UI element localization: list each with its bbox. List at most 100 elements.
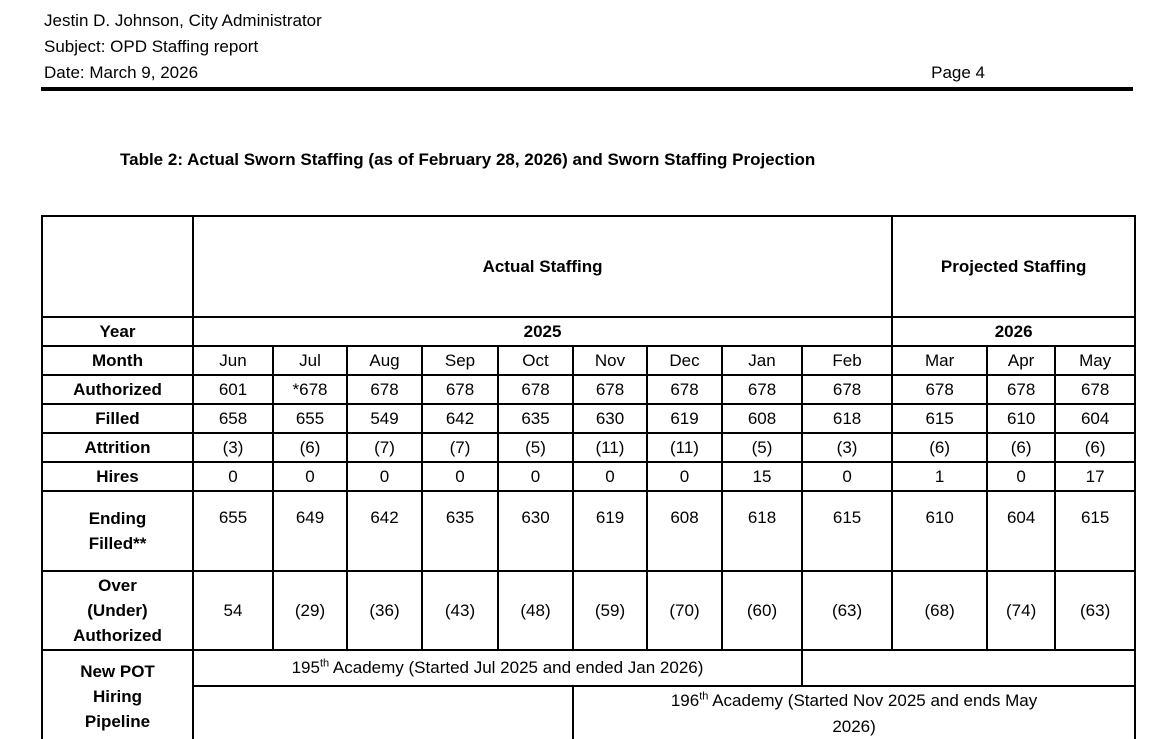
- table-cell: 678: [346, 374, 423, 405]
- table-cell: 630: [572, 403, 648, 434]
- authorized-row: Authorized 601 *678 678 678 678 678 678 …: [41, 374, 1137, 405]
- row-label: New POT Hiring Pipeline: [41, 649, 194, 739]
- row-label: Year: [41, 316, 194, 347]
- hires-row: Hires 0 0 0 0 0 0 0 15 0 1 0 17: [41, 461, 1137, 492]
- row-label: Ending Filled**: [41, 490, 194, 572]
- table-cell: 615: [1054, 490, 1137, 572]
- table-cell: (36): [346, 570, 423, 651]
- table-cell: 54: [192, 570, 274, 651]
- month-cell: Jul: [272, 345, 348, 376]
- table-cell: 635: [497, 403, 574, 434]
- academy-195-text: Academy (Started Jul 2025 and ended Jan …: [329, 658, 704, 677]
- table-cell: *678: [272, 374, 348, 405]
- table-cell: 0: [272, 461, 348, 492]
- month-cell: Nov: [572, 345, 648, 376]
- table-cell: 678: [800, 374, 894, 405]
- table-cell: (48): [497, 570, 574, 651]
- table-cell: (74): [986, 570, 1057, 651]
- table-cell: (6): [891, 432, 989, 463]
- table-cell: 635: [421, 490, 499, 572]
- table-cell: (5): [497, 432, 574, 463]
- table-cell: 678: [721, 374, 803, 405]
- table-cell: (29): [272, 570, 348, 651]
- month-cell: Jan: [721, 345, 803, 376]
- table-cell: (11): [646, 432, 723, 463]
- table-cell: (11): [572, 432, 648, 463]
- row-label: Authorized: [41, 374, 194, 405]
- table-cell: 615: [800, 490, 894, 572]
- academy-196-text: Academy (Started Nov 2025 and ends May 2…: [712, 691, 1038, 736]
- table-cell: 15: [721, 461, 803, 492]
- pipeline-row-academy-195: New POT Hiring Pipeline 195th Academy (S…: [41, 649, 1137, 739]
- page-number: Page 4: [931, 63, 985, 82]
- table-cell: (68): [891, 570, 989, 651]
- table-cell: 0: [646, 461, 723, 492]
- table-cell: (7): [346, 432, 423, 463]
- table-cell: (43): [421, 570, 499, 651]
- table-cell: 642: [421, 403, 499, 434]
- table-cell: 658: [192, 403, 274, 434]
- month-cell: Dec: [646, 345, 723, 376]
- month-cell: Apr: [986, 345, 1057, 376]
- table-cell: 549: [346, 403, 423, 434]
- year-row: Year 2025 2026: [41, 316, 1137, 347]
- row-label: Month: [41, 345, 194, 376]
- document-header: Jestin D. Johnson, City Administrator Su…: [44, 8, 985, 86]
- table-cell: 0: [421, 461, 499, 492]
- header-date-row: Date: March 9, 2026 Page 4: [44, 60, 985, 86]
- row-label: Filled: [41, 403, 194, 434]
- table-cell: 604: [986, 490, 1057, 572]
- table-cell: 604: [1054, 403, 1137, 434]
- table-cell: 678: [497, 374, 574, 405]
- table-cell: 678: [891, 374, 989, 405]
- table-cell: (5): [721, 432, 803, 463]
- month-cell: Jun: [192, 345, 274, 376]
- academy-195-ordinal: th: [319, 657, 330, 670]
- month-cell: Sep: [421, 345, 499, 376]
- table-cell: 630: [497, 490, 574, 572]
- table-title: Table 2: Actual Sworn Staffing (as of Fe…: [120, 150, 816, 169]
- month-cell: Mar: [891, 345, 989, 376]
- corner-cell: [41, 215, 194, 318]
- group-header-row: Actual Staffing Projected Staffing: [41, 215, 1137, 318]
- ending-filled-row: Ending Filled** 655 649 642 635 630 619 …: [41, 490, 1137, 572]
- academy-195-number: 195: [291, 658, 320, 677]
- table-cell: 678: [1054, 374, 1137, 405]
- table-cell: 615: [891, 403, 989, 434]
- table-cell: 1: [891, 461, 989, 492]
- projected-staffing-header: Projected Staffing: [891, 215, 1137, 318]
- filled-row: Filled 658 655 549 642 635 630 619 608 6…: [41, 403, 1137, 434]
- header-rule: [41, 87, 1133, 91]
- table-cell: (70): [646, 570, 723, 651]
- over-under-authorized-row: Over (Under) Authorized 54 (29) (36) (43…: [41, 570, 1137, 651]
- table-cell: 601: [192, 374, 274, 405]
- table-cell: 608: [721, 403, 803, 434]
- table-cell: (63): [1054, 570, 1137, 651]
- pipeline-empty-cell: [800, 649, 1137, 687]
- table-cell: 618: [721, 490, 803, 572]
- table-cell: 610: [986, 403, 1057, 434]
- table-cell: (6): [986, 432, 1057, 463]
- table-cell: 678: [646, 374, 723, 405]
- table-cell: 619: [572, 490, 648, 572]
- year-projected-cell: 2026: [891, 316, 1137, 347]
- month-cell: Aug: [346, 345, 423, 376]
- row-label: Over (Under) Authorized: [41, 570, 194, 651]
- row-label: Attrition: [41, 432, 194, 463]
- pipeline-row-academy-196: 196th Academy (Started Nov 2025 and ends…: [42, 685, 1137, 739]
- month-cell: Oct: [497, 345, 574, 376]
- table-cell: 0: [986, 461, 1057, 492]
- attrition-row: Attrition (3) (6) (7) (7) (5) (11) (11) …: [41, 432, 1137, 463]
- table-cell: 608: [646, 490, 723, 572]
- table-cell: 655: [272, 403, 348, 434]
- year-actual-cell: 2025: [191, 316, 894, 347]
- month-cell: May: [1054, 345, 1137, 376]
- table-cell: (59): [572, 570, 648, 651]
- header-author-line: Jestin D. Johnson, City Administrator: [44, 11, 322, 30]
- table-cell: 678: [572, 374, 648, 405]
- actual-staffing-header: Actual Staffing: [191, 215, 894, 318]
- staffing-table: Actual Staffing Projected Staffing Year …: [41, 215, 1137, 739]
- table-cell: 0: [192, 461, 274, 492]
- table-cell: 17: [1054, 461, 1137, 492]
